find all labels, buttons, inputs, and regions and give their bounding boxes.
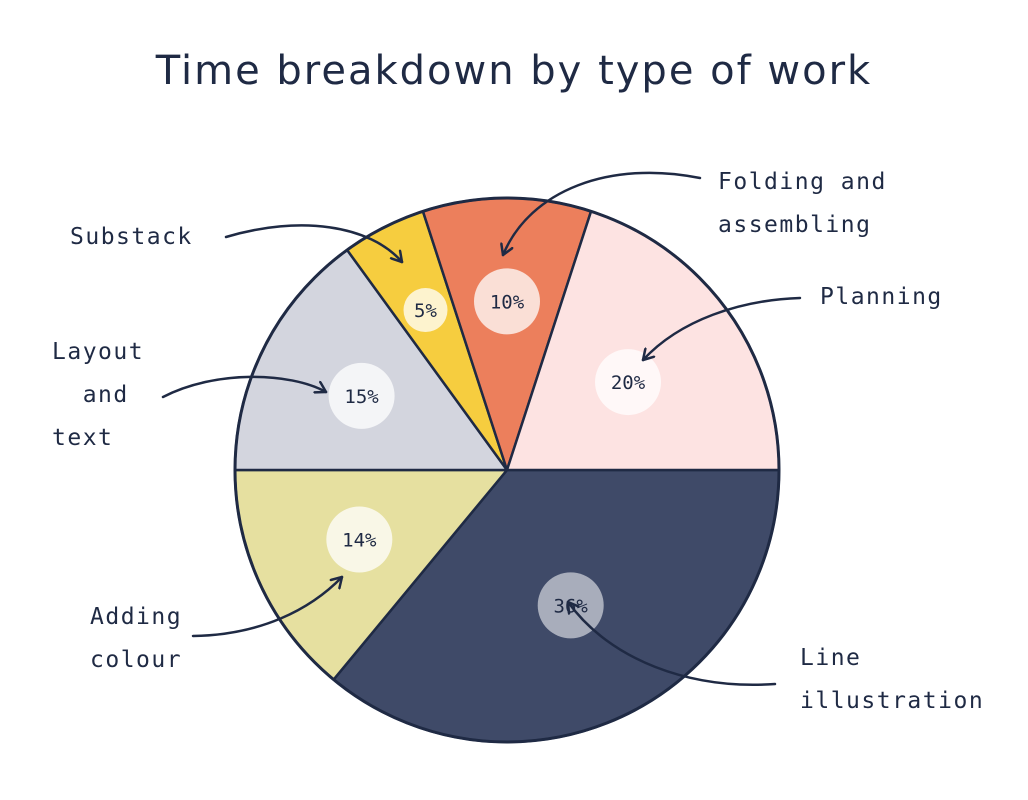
data-label-planning: 20%: [611, 372, 646, 394]
label-badge-adding-colour: [326, 506, 393, 573]
callout-line-illustration: Line illustration: [800, 645, 985, 714]
data-label-substack: 5%: [414, 300, 437, 322]
arrow-folding: [503, 171, 702, 257]
arrow-substack: [224, 224, 404, 264]
arrow-planning: [641, 296, 802, 362]
arrow-layout: [161, 375, 328, 399]
chart-title: Time breakdown by type of work: [155, 48, 873, 94]
pie-outline: [233, 196, 781, 744]
arrow-adding: [191, 575, 344, 638]
data-label-folding-and-assembling: 10%: [490, 291, 525, 313]
data-label-layout-and-text: 15%: [344, 386, 379, 408]
label-badge-layout-and-text: [328, 362, 395, 429]
label-badge-folding-and-assembling: [474, 268, 540, 335]
label-badge-planning: [595, 349, 662, 416]
callout-planning: Planning: [820, 284, 943, 310]
data-label-adding-colour: 14%: [342, 529, 377, 551]
callout-folding-and-assembling: Folding and assembling: [718, 169, 887, 238]
callout-adding-colour: Adding colour: [90, 604, 183, 673]
callout-substack: Substack: [70, 224, 193, 250]
callout-layout-and-text: Layout and text: [52, 339, 145, 451]
label-badge-substack: [403, 288, 448, 333]
arrow-line: [566, 600, 777, 686]
pie-slices: 36%14%15%5% 10%20%: [233, 196, 781, 744]
